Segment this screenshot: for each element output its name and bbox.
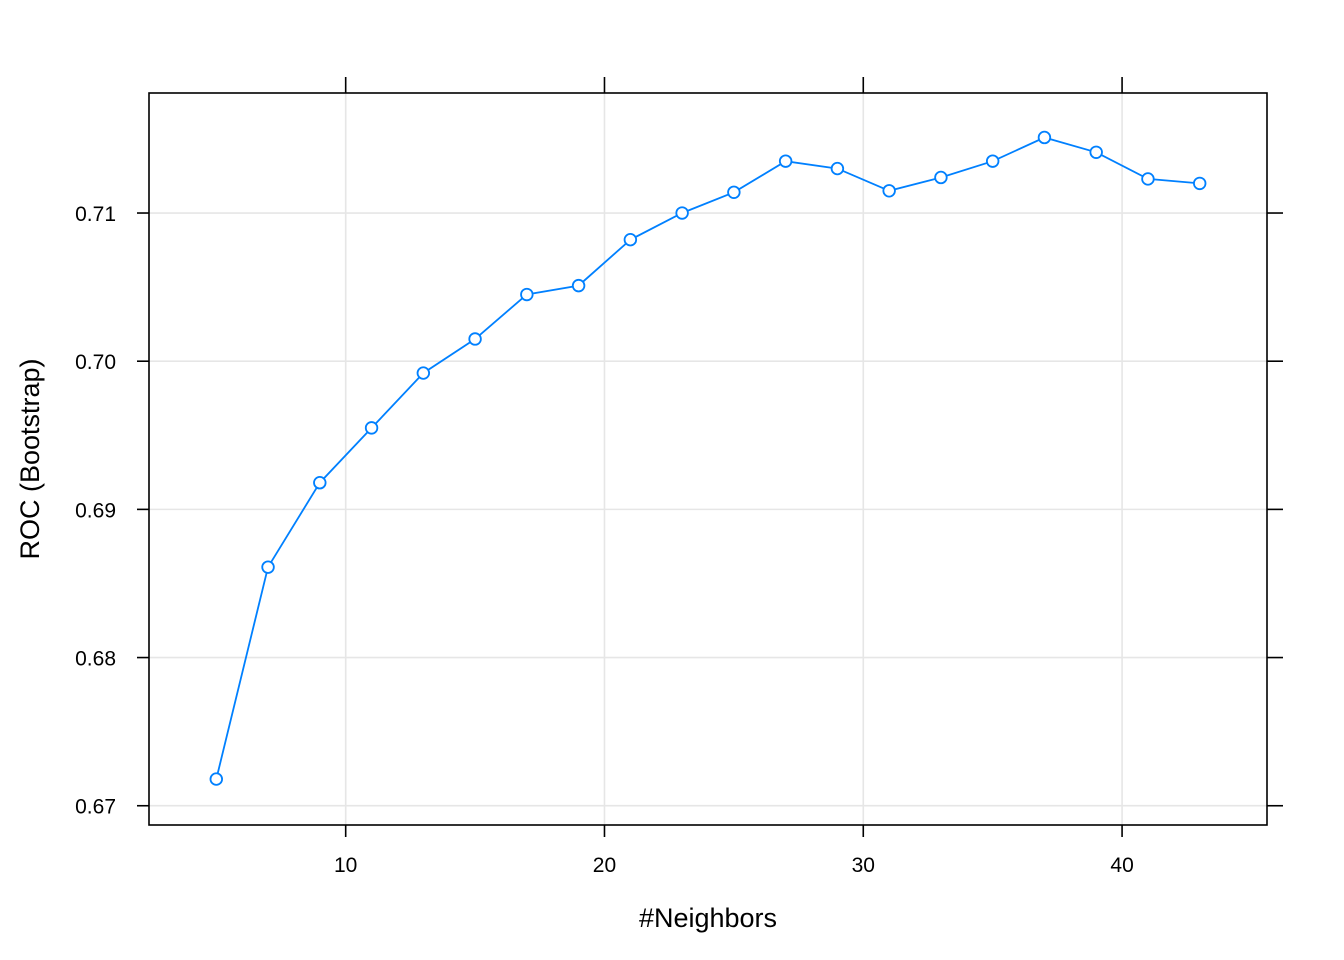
data-point: [520, 287, 534, 302]
data-point: [364, 421, 379, 435]
series-layer: [209, 130, 1207, 786]
data-point: [623, 232, 638, 247]
x-tick-label: 10: [334, 854, 357, 877]
x-axis-title: #Neighbors: [639, 903, 777, 933]
data-point: [830, 161, 845, 176]
data-point: [1141, 172, 1155, 186]
data-point: [1089, 145, 1103, 159]
data-point: [985, 154, 1000, 168]
data-point: [1037, 130, 1052, 145]
y-tick-label: 0.67: [75, 796, 116, 819]
axis-ticks: 10 20 30 40 0.67 0.68 0.69 0.70 0.71: [75, 77, 1283, 877]
plot-frame: [148, 92, 1268, 826]
y-tick-label: 0.71: [75, 203, 116, 226]
y-tick-label: 0.69: [75, 499, 116, 522]
y-tick-label: 0.68: [75, 648, 116, 671]
y-axis-title: ROC (Bootstrap): [15, 358, 45, 559]
y-tick-label: 0.70: [75, 351, 116, 374]
x-tick-label: 30: [852, 854, 875, 877]
data-point: [571, 278, 586, 293]
data-point: [934, 170, 948, 185]
data-point: [468, 332, 482, 346]
data-point: [313, 476, 327, 490]
data-point: [727, 185, 741, 199]
grid-lines: [149, 93, 1267, 825]
data-point: [778, 154, 793, 168]
data-point: [882, 184, 896, 198]
data-point: [1193, 176, 1207, 191]
series-line: [215, 136, 1200, 780]
x-tick-label: 20: [593, 854, 616, 877]
x-tick-label: 40: [1110, 854, 1133, 877]
data-point: [416, 366, 431, 380]
data-point: [675, 206, 689, 220]
data-point: [209, 772, 223, 786]
data-point: [261, 560, 275, 574]
